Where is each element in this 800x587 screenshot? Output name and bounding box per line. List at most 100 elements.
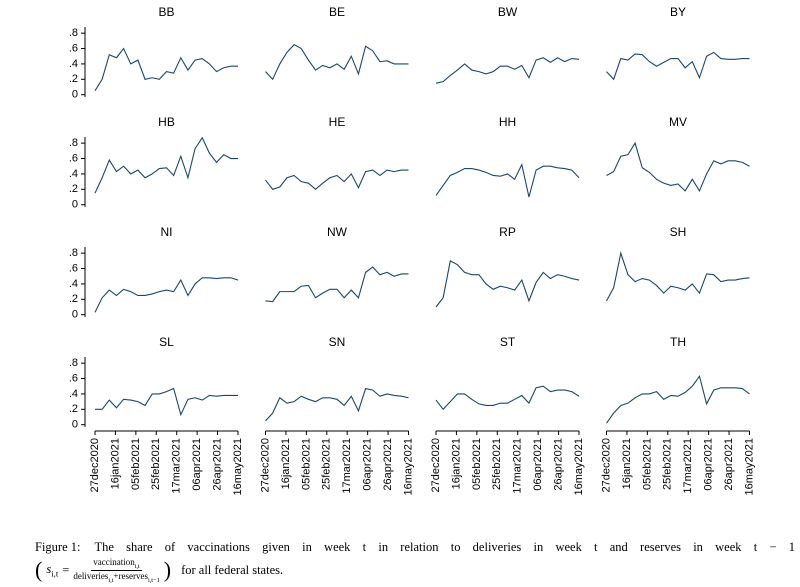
series-line: [265, 387, 409, 422]
x-tick-label: 05feb2021: [471, 438, 483, 490]
y-tick-label: .2: [69, 293, 78, 305]
y-tick-label: .2: [69, 183, 78, 195]
plus: +: [113, 570, 119, 581]
subscript: i,t−1: [147, 576, 160, 584]
x-tick-label: 05feb2021: [130, 438, 142, 490]
series-line: [94, 136, 238, 194]
word: deliveries: [73, 570, 109, 581]
x-tick-label: 25feb2021: [662, 438, 674, 490]
x-tick-label: 16may2021: [402, 438, 414, 496]
panel-title: ST: [500, 335, 516, 349]
x-tick-label: 17mar2021: [512, 438, 524, 494]
x-tick-label: 17mar2021: [171, 438, 183, 494]
y-tick-label: .6: [69, 152, 78, 164]
caption-label: Figure 1:: [35, 540, 81, 554]
subscript: i,t: [134, 562, 140, 570]
paren: ): [163, 557, 172, 583]
panel-title: HB: [158, 115, 175, 129]
x-tick-label: 27dec2020: [259, 438, 271, 492]
x-tick-label: 17mar2021: [341, 438, 353, 494]
x-tick-label: 16jan2021: [621, 438, 633, 489]
series-line: [435, 385, 580, 411]
panel-title: BY: [670, 5, 686, 19]
series-line: [265, 44, 409, 81]
y-tick-label: .8: [69, 137, 78, 149]
word: vaccination: [93, 557, 135, 567]
x-tick-label: 26apr2021: [382, 438, 394, 491]
x-tick-label: 06apr2021: [362, 438, 374, 491]
y-tick-label: 0: [72, 419, 78, 431]
caption-text: The share of vaccinations given in week …: [94, 540, 795, 554]
series-line: [606, 374, 750, 424]
y-tick-label: .2: [69, 73, 78, 85]
panel-title: SL: [159, 335, 174, 349]
y-tick-label: .6: [69, 42, 78, 54]
x-tick-label: 16may2021: [232, 438, 244, 496]
panel-title: SH: [670, 225, 687, 239]
panel-title: SN: [329, 335, 346, 349]
x-tick-label: 06apr2021: [703, 438, 715, 491]
x-tick-label: 26apr2021: [552, 438, 564, 491]
y-tick-label: .4: [69, 168, 78, 180]
chart: BB 0 .2 .4 .6 .8 BE BW BY HB 0 .2 .4 .6 .8 HE HH MV NI 0 .2.…: [69, 5, 756, 496]
panel-title: BE: [329, 5, 345, 19]
subscript: i,t: [51, 568, 59, 579]
numerator: vaccinationi,t: [91, 557, 142, 571]
panel-title: NI: [161, 225, 173, 239]
x-tick-label: 05feb2021: [300, 438, 312, 490]
panel-title: TH: [670, 335, 686, 349]
x-tick-label: 25feb2021: [150, 438, 162, 490]
x-tick-label: 25feb2021: [491, 438, 503, 490]
caption: Figure 1: The share of vaccinations given…: [35, 540, 795, 584]
x-tick-label: 26apr2021: [723, 438, 735, 491]
x-tick-label: 06apr2021: [191, 438, 203, 491]
x-tick-label: 27dec2020: [430, 438, 442, 492]
subscript: i,t: [108, 576, 114, 584]
y-tick-label: .8: [69, 357, 78, 369]
x-tick-label: 16jan2021: [450, 438, 462, 489]
x-tick-label: 26apr2021: [211, 438, 223, 491]
x-tick-label: 06apr2021: [532, 438, 544, 491]
series-line: [435, 57, 580, 84]
x-tick-label: 16may2021: [573, 438, 585, 496]
formula-lhs: si,t: [46, 562, 58, 579]
series-line: [606, 51, 750, 81]
caption-formula: ( si,t = vaccinationi,t deliveriesi,t+re…: [35, 557, 795, 584]
x-tick-label: 16jan2021: [109, 438, 121, 489]
x-tick-label: 27dec2020: [600, 438, 612, 492]
equals: =: [62, 562, 70, 577]
y-tick-label: .6: [69, 262, 78, 274]
series-line: [94, 277, 239, 313]
y-tick-label: 0: [72, 199, 78, 211]
series-line: [606, 141, 750, 193]
panel-title: MV: [669, 115, 687, 129]
x-tick-label: 25feb2021: [321, 438, 333, 490]
y-tick-label: .8: [69, 27, 78, 39]
panel-title: NW: [327, 225, 348, 239]
caption-line: Figure 1: The share of vaccinations given…: [35, 540, 795, 555]
y-tick-label: 0: [72, 309, 78, 321]
denominator: deliveriesi,t+reservesi,t−1: [73, 571, 159, 584]
panel-title: HE: [329, 115, 346, 129]
series-line: [606, 251, 750, 302]
series-line: [95, 387, 238, 417]
y-tick-label: 0: [72, 89, 78, 101]
word: reserves: [118, 570, 148, 581]
y-tick-label: .4: [69, 58, 78, 70]
series-line: [265, 169, 409, 191]
x-tick-label: 05feb2021: [641, 438, 653, 490]
y-tick-label: .8: [69, 247, 78, 259]
series-line: [435, 163, 580, 198]
caption-tail: for all federal states.: [181, 562, 284, 577]
panel-title: RP: [499, 225, 516, 239]
paren: (: [35, 557, 43, 583]
x-tick-label: 27dec2020: [89, 438, 101, 492]
x-tick-label: 16jan2021: [280, 438, 292, 489]
series-line: [265, 266, 409, 303]
panel-title: BB: [158, 5, 174, 19]
y-tick-label: .2: [69, 403, 78, 415]
x-tick-label: 17mar2021: [682, 438, 694, 494]
series-line: [435, 260, 580, 308]
y-tick-label: .4: [69, 388, 78, 400]
